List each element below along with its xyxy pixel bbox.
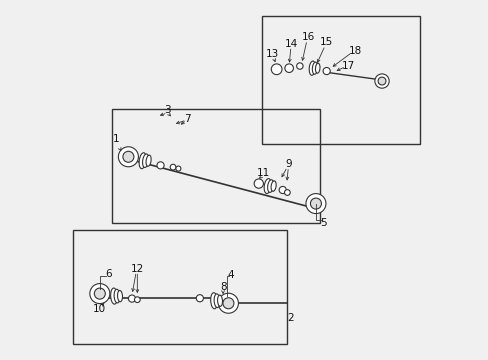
Circle shape xyxy=(223,298,233,309)
Ellipse shape xyxy=(315,63,319,73)
Ellipse shape xyxy=(139,153,146,169)
Text: 15: 15 xyxy=(319,37,333,48)
Circle shape xyxy=(284,190,290,195)
Text: 6: 6 xyxy=(105,269,112,279)
Ellipse shape xyxy=(264,179,271,194)
Bar xyxy=(112,109,319,223)
Text: 13: 13 xyxy=(265,49,279,59)
Ellipse shape xyxy=(270,181,276,191)
Circle shape xyxy=(94,288,105,299)
Ellipse shape xyxy=(146,155,151,166)
Text: 9: 9 xyxy=(285,159,292,169)
Circle shape xyxy=(118,147,138,167)
Circle shape xyxy=(279,186,285,194)
Circle shape xyxy=(218,293,238,313)
Circle shape xyxy=(296,63,303,69)
Circle shape xyxy=(305,194,325,213)
Circle shape xyxy=(157,162,164,169)
Circle shape xyxy=(271,64,282,75)
Text: 7: 7 xyxy=(183,113,190,123)
Text: 12: 12 xyxy=(130,264,143,274)
Circle shape xyxy=(377,77,385,85)
Text: 14: 14 xyxy=(284,39,297,49)
Text: 17: 17 xyxy=(341,61,354,71)
Bar xyxy=(262,16,419,144)
Text: 2: 2 xyxy=(287,312,294,323)
Circle shape xyxy=(176,166,181,171)
Text: 8: 8 xyxy=(219,282,226,292)
Circle shape xyxy=(254,179,263,188)
Circle shape xyxy=(196,295,203,302)
Circle shape xyxy=(310,198,321,209)
Circle shape xyxy=(128,295,135,302)
Ellipse shape xyxy=(110,288,117,304)
Text: 16: 16 xyxy=(301,32,314,42)
Text: 1: 1 xyxy=(112,135,121,150)
Circle shape xyxy=(122,151,134,162)
Ellipse shape xyxy=(312,62,317,74)
Text: 10: 10 xyxy=(93,304,106,314)
Text: 5: 5 xyxy=(319,218,325,228)
Bar xyxy=(73,230,287,344)
Text: 3: 3 xyxy=(164,105,171,115)
Circle shape xyxy=(90,284,110,303)
Text: 11: 11 xyxy=(256,168,269,178)
Ellipse shape xyxy=(308,61,315,75)
Ellipse shape xyxy=(267,180,273,192)
Ellipse shape xyxy=(117,291,122,302)
Ellipse shape xyxy=(214,294,220,307)
Text: 18: 18 xyxy=(348,46,361,56)
Ellipse shape xyxy=(142,154,148,167)
Ellipse shape xyxy=(210,293,217,309)
Ellipse shape xyxy=(217,295,222,306)
Circle shape xyxy=(170,164,176,170)
Text: 4: 4 xyxy=(227,270,234,280)
Circle shape xyxy=(285,64,293,72)
Ellipse shape xyxy=(114,289,120,303)
Circle shape xyxy=(134,297,140,302)
Circle shape xyxy=(374,74,388,88)
Circle shape xyxy=(323,67,329,75)
